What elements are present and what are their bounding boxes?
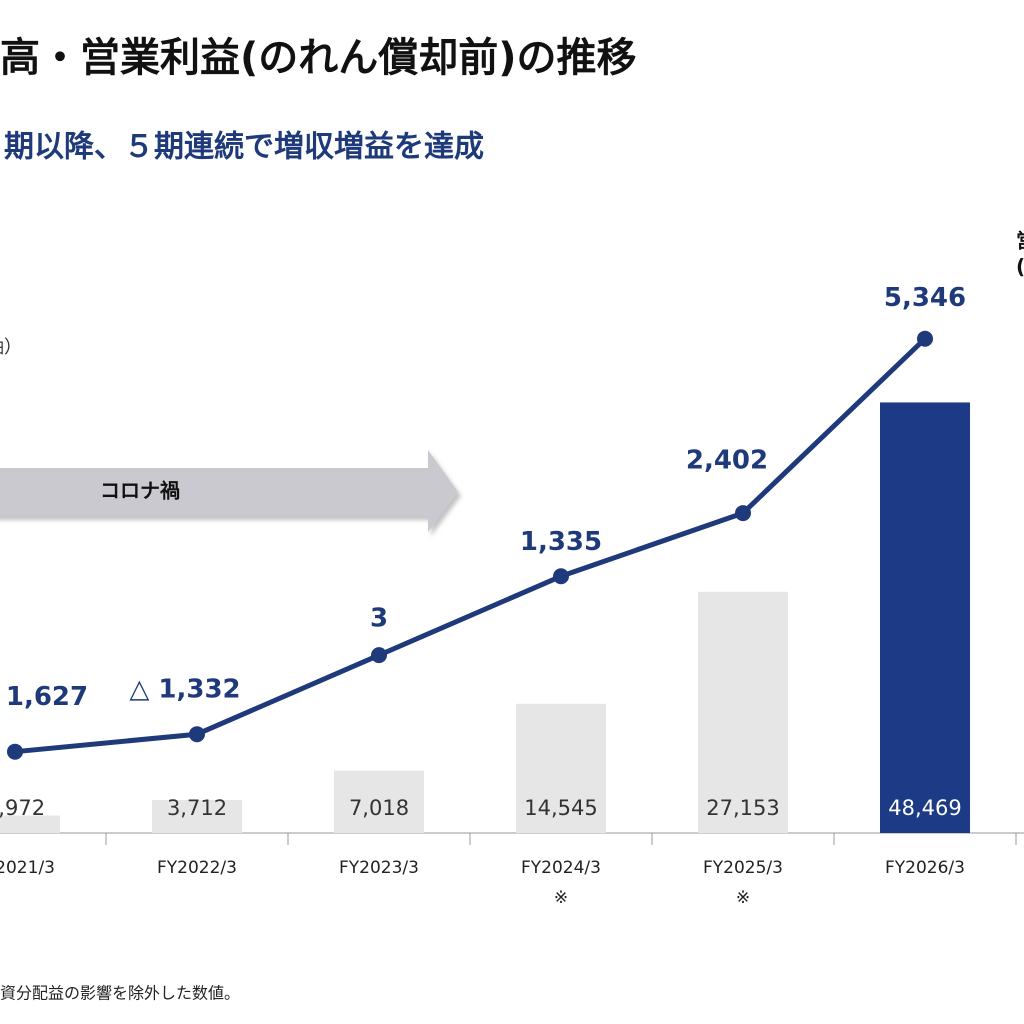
x-tick-note: ※ [554,888,568,908]
x-tick-label: FY2023/3 [339,858,419,878]
line-value-label: 2,402 [686,446,768,476]
bar-value-label: 7,018 [349,796,409,820]
line [14,336,927,755]
bar [0,815,60,833]
bar [152,800,242,833]
x-tick-label: FY2021/3 [0,858,55,878]
x-tick-label: FY2025/3 [703,858,783,878]
line-value-label: 3 [370,604,388,634]
line-point [553,568,569,585]
right-note: ( [1016,255,1024,279]
bar [698,591,788,833]
title: 高・営業利益(のれん償却前)の推移 [0,35,637,81]
line-point [189,726,205,743]
bar [880,402,970,833]
line-value-label: △ 1,332 [129,675,240,705]
bar-value-label: 1,972 [0,796,45,820]
bar [334,770,424,833]
line-value-label: 1,627 [6,682,88,712]
line-point [371,647,387,664]
line-point [7,743,23,760]
line-point [917,330,933,347]
bar-value-label: 14,545 [524,796,597,820]
line-value-label: 5,346 [884,283,966,313]
line-point [735,505,751,522]
subtitle: 期以降、５期連続で増収増益を達成 [4,130,484,165]
covid-arrow [0,450,458,532]
bar-value-label: 3,712 [167,796,227,820]
bar-value-label: 27,153 [706,796,779,820]
bar-value-label: 48,469 [888,796,961,820]
bar [516,703,606,833]
footnote: 資分配益の影響を除外した数値。 [0,984,240,1003]
line-value-label: 1,335 [520,527,602,557]
x-tick-label: FY2022/3 [157,858,237,878]
x-tick-note: ※ [736,888,750,908]
right-note: 営 [1016,229,1024,253]
x-tick-label: FY2024/3 [521,858,601,878]
plot: FY2021/3 FY2022/3 FY2023/3 FY2024/3 ※ FY2025/… [0,283,1024,908]
axis-note: 軸） [0,337,22,358]
annotation: コロナ禍 [100,479,180,503]
x-tick-label: FY2026/3 [885,858,965,878]
